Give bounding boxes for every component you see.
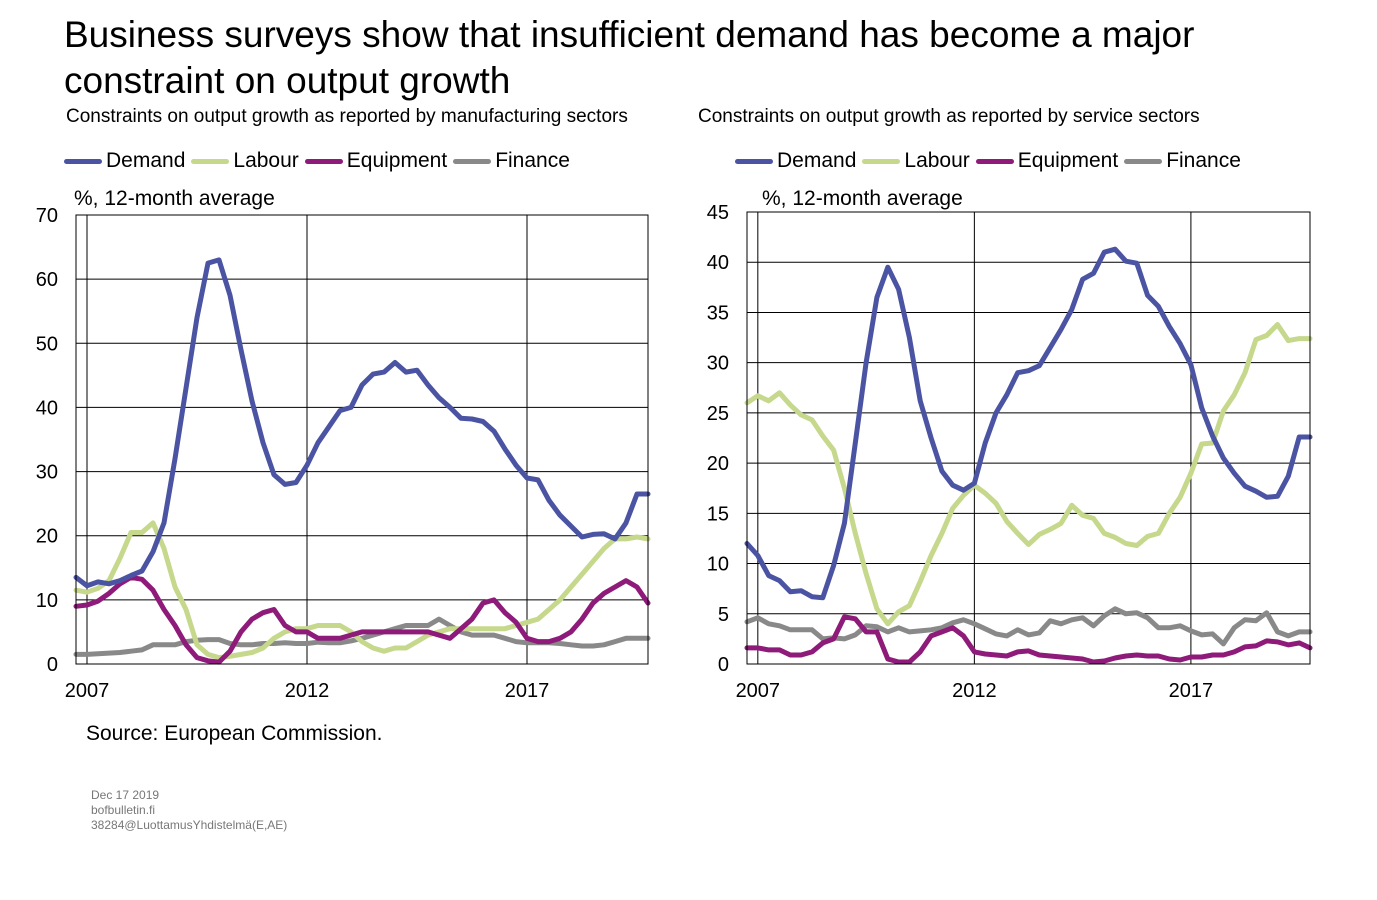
y-tick-label: 0 xyxy=(718,654,729,676)
legend-swatch-equipment xyxy=(304,158,343,164)
series-line-equipment xyxy=(744,614,1313,665)
y-tick-label: 10 xyxy=(36,590,58,612)
legend-item-finance: Finance xyxy=(1124,149,1241,173)
legend-label-labour: Labour xyxy=(233,149,299,172)
series-line-labour xyxy=(73,520,651,661)
x-tick-label: 2012 xyxy=(952,680,997,702)
legend-label-demand: Demand xyxy=(106,149,186,172)
y-tick-label: 60 xyxy=(36,269,58,291)
y-tick-label: 40 xyxy=(707,252,729,274)
manufacturing-chart-title: Constraints on output growth as reported… xyxy=(66,106,628,127)
services-legend: Demand Labour Equipment Finance xyxy=(735,148,1247,174)
source-note: Source: European Commission. xyxy=(86,722,383,745)
footer-ref: 38284@LuottamusYhdistelmä(E,AE) xyxy=(91,818,288,832)
legend-item-equipment: Equipment xyxy=(304,149,448,173)
legend-swatch-finance xyxy=(453,158,492,164)
y-tick-label: 30 xyxy=(36,462,58,484)
page-title: Business surveys show that insufficient … xyxy=(64,14,1195,101)
legend-item-labour: Labour xyxy=(862,149,970,173)
x-tick-label: 2017 xyxy=(505,680,550,702)
legend-label-equipment: Equipment xyxy=(346,149,448,172)
legend-label-equipment: Equipment xyxy=(1017,149,1119,172)
legend-label-labour: Labour xyxy=(904,149,970,172)
legend-swatch-demand xyxy=(735,158,773,164)
y-tick-label: 0 xyxy=(47,654,58,676)
legend-label-demand: Demand xyxy=(777,149,857,172)
y-tick-label: 20 xyxy=(707,453,729,475)
manufacturing-chart: 0 10 20 30 40 50 60 70 2007 2012 2017 xyxy=(36,205,651,702)
y-tick-label: 30 xyxy=(707,353,729,375)
series-line-demand xyxy=(73,257,651,589)
y-tick-label: 15 xyxy=(707,503,729,525)
y-tick-label: 10 xyxy=(707,554,729,576)
y-tick-label: 5 xyxy=(718,604,729,626)
legend-item-demand: Demand xyxy=(735,149,856,173)
legend-swatch-labour xyxy=(862,158,901,164)
series-line-demand xyxy=(744,246,1313,601)
plot-frame xyxy=(75,214,649,665)
manufacturing-unit-label: %, 12-month average xyxy=(74,187,275,210)
x-tick-label: 2007 xyxy=(736,680,781,702)
manufacturing-legend: Demand Labour Equipment Finance xyxy=(64,148,576,174)
services-unit-label: %, 12-month average xyxy=(762,187,963,210)
y-tick-label: 25 xyxy=(707,403,729,425)
legend-label-finance: Finance xyxy=(1166,149,1241,172)
series-line-equipment xyxy=(73,574,651,665)
plot-frame xyxy=(746,211,1311,665)
legend-swatch-equipment xyxy=(975,158,1014,164)
series-line-labour xyxy=(744,322,1313,627)
x-tick-label: 2007 xyxy=(65,680,110,702)
series-line-finance xyxy=(744,606,1313,647)
legend-swatch-finance xyxy=(1124,158,1163,164)
legend-swatch-labour xyxy=(191,158,230,164)
y-tick-label: 40 xyxy=(36,397,58,419)
legend-item-demand: Demand xyxy=(64,149,185,173)
legend-swatch-demand xyxy=(64,158,102,164)
y-tick-label: 50 xyxy=(36,333,58,355)
y-tick-label: 70 xyxy=(36,205,58,227)
x-tick-label: 2012 xyxy=(285,680,330,702)
footer-site: bofbulletin.fi xyxy=(91,803,156,817)
legend-item-equipment: Equipment xyxy=(975,149,1119,173)
services-chart-title: Constraints on output growth as reported… xyxy=(698,106,1200,127)
x-tick-label: 2017 xyxy=(1169,680,1214,702)
legend-item-labour: Labour xyxy=(191,149,299,173)
services-chart: 0 5 10 15 20 25 30 35 40 45 2007 2012 2017 xyxy=(707,202,1313,702)
legend-label-finance: Finance xyxy=(495,149,570,172)
footer-date: Dec 17 2019 xyxy=(91,788,160,802)
y-tick-label: 35 xyxy=(707,302,729,324)
legend-item-finance: Finance xyxy=(453,149,570,173)
y-tick-label: 20 xyxy=(36,526,58,548)
y-tick-label: 45 xyxy=(707,202,729,224)
